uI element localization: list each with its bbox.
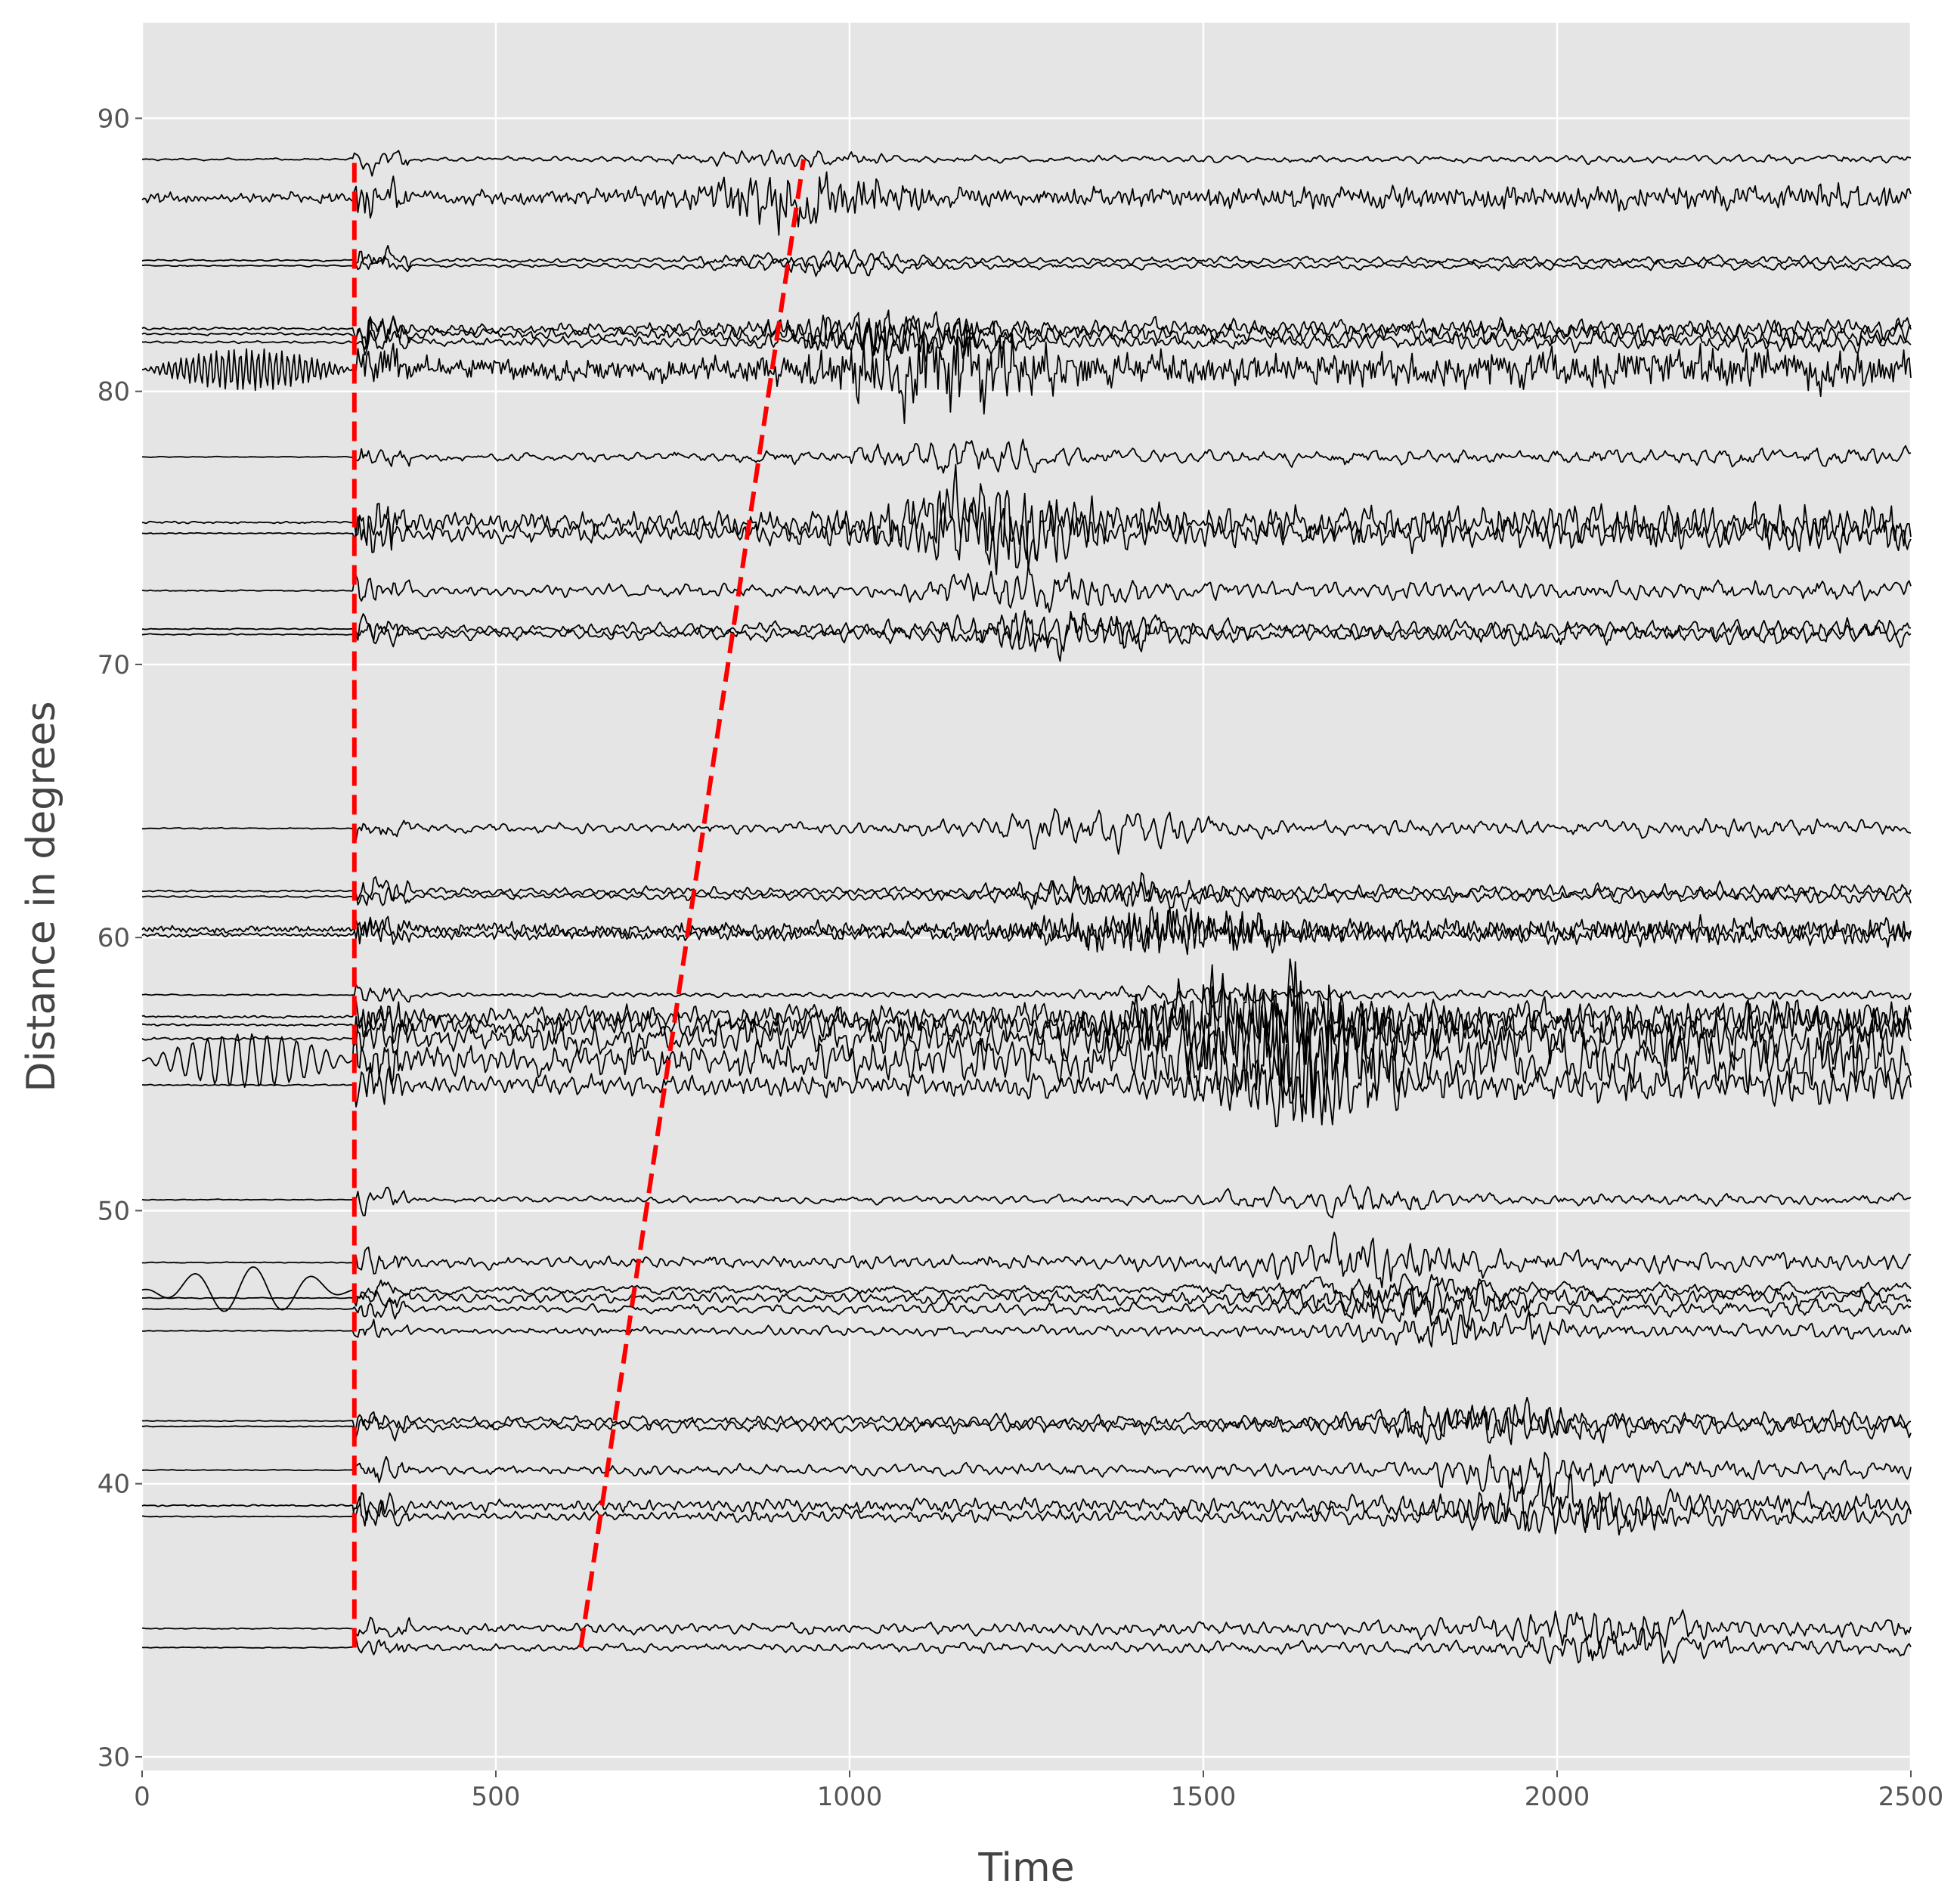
y-tick-label: 90 [98, 104, 130, 134]
y-tick-label: 50 [98, 1196, 130, 1226]
y-tick-label: 40 [98, 1470, 130, 1500]
x-axis-label: Time [977, 1845, 1074, 1891]
seismic-trace [141, 961, 1912, 1107]
seismic-trace [141, 906, 1912, 954]
y-tick-label: 60 [98, 923, 130, 953]
x-tick-label: 1500 [1171, 1782, 1237, 1812]
seismic-trace [141, 253, 1912, 277]
seismic-trace [142, 880, 1912, 912]
seismic-trace [141, 316, 1912, 362]
seismic-trace [141, 1451, 1912, 1498]
seismic-trace [141, 906, 1912, 956]
y-tick-label: 80 [98, 377, 130, 407]
seismic-trace [142, 1405, 1912, 1445]
seismic-trace [141, 872, 1912, 907]
seismic-trace [141, 309, 1912, 358]
seismic-trace [142, 1627, 1912, 1665]
x-tick-label: 0 [134, 1782, 150, 1812]
seismic-trace [141, 984, 1912, 1008]
y-tick-label: 30 [98, 1743, 130, 1773]
y-axis-ticks: 30 40 50 60 70 80 90 [98, 104, 142, 1773]
seismic-trace [142, 502, 1912, 575]
seismic-trace [141, 958, 1912, 1091]
arrival-time-marker [578, 159, 807, 1648]
seismic-trace [141, 171, 1912, 236]
seismic-trace [141, 244, 1912, 273]
seismic-trace [141, 438, 1912, 474]
seismic-trace [141, 1266, 1912, 1312]
seismic-trace [142, 1496, 1912, 1536]
seismic-trace [141, 1396, 1912, 1445]
seismic-trace [141, 1049, 1912, 1128]
seismic-trace [141, 1288, 1912, 1328]
seismic-trace [141, 610, 1912, 662]
seismic-trace [141, 324, 1912, 424]
y-axis-label: Distance in degrees [19, 701, 64, 1092]
seismic-trace [141, 1231, 1912, 1289]
traces-group [141, 149, 1912, 1665]
x-tick-label: 500 [472, 1782, 521, 1812]
seismic-trace [141, 808, 1912, 855]
seismic-trace [141, 314, 1912, 357]
seismic-trace [141, 1184, 1912, 1219]
seismic-trace [141, 463, 1912, 570]
x-tick-label: 2000 [1525, 1782, 1590, 1812]
annotations-group [351, 159, 807, 1648]
seismic-trace [141, 1311, 1912, 1348]
x-tick-label: 2500 [1878, 1782, 1944, 1812]
seismic-trace [141, 565, 1912, 613]
seismic-trace [141, 1278, 1912, 1319]
y-tick-label: 70 [98, 650, 130, 680]
x-tick-label: 1000 [817, 1782, 883, 1812]
x-axis-ticks: 0 500 1000 1500 2000 2500 [134, 1770, 1943, 1812]
seismic-trace [142, 149, 1912, 177]
seismic-trace [141, 1002, 1912, 1123]
